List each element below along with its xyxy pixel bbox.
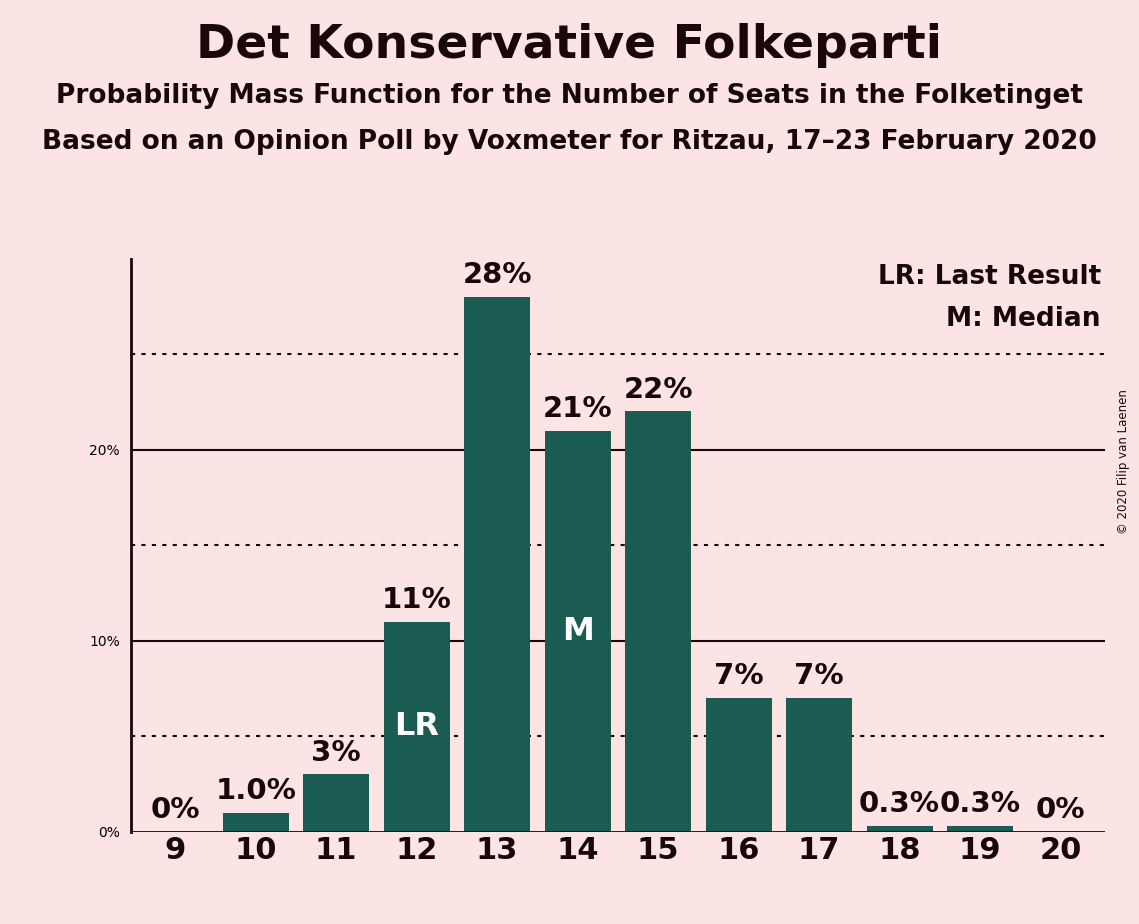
Text: 7%: 7%	[794, 663, 844, 690]
Text: Probability Mass Function for the Number of Seats in the Folketinget: Probability Mass Function for the Number…	[56, 83, 1083, 109]
Text: 1.0%: 1.0%	[215, 777, 296, 805]
Bar	[544, 431, 611, 832]
Text: Based on an Opinion Poll by Voxmeter for Ritzau, 17–23 February 2020: Based on an Opinion Poll by Voxmeter for…	[42, 129, 1097, 155]
Text: LR: LR	[394, 711, 440, 742]
Text: Det Konservative Folkeparti: Det Konservative Folkeparti	[197, 23, 942, 68]
Bar	[948, 826, 1013, 832]
Text: 11%: 11%	[382, 586, 451, 614]
Bar	[303, 774, 369, 832]
Text: LR: Last Result: LR: Last Result	[877, 264, 1100, 290]
Bar	[867, 826, 933, 832]
Text: 21%: 21%	[543, 395, 613, 423]
Text: 3%: 3%	[311, 738, 361, 767]
Bar	[625, 411, 691, 832]
Text: 0.3%: 0.3%	[859, 790, 940, 819]
Text: 0%: 0%	[150, 796, 200, 824]
Text: M: Median: M: Median	[947, 307, 1100, 333]
Bar	[786, 698, 852, 832]
Text: 7%: 7%	[714, 663, 763, 690]
Bar	[384, 622, 450, 832]
Bar	[223, 812, 288, 832]
Text: 0%: 0%	[1035, 796, 1085, 824]
Text: © 2020 Filip van Laenen: © 2020 Filip van Laenen	[1117, 390, 1130, 534]
Text: 28%: 28%	[462, 261, 532, 289]
Bar	[465, 297, 530, 832]
Text: 0.3%: 0.3%	[940, 790, 1021, 819]
Bar	[706, 698, 771, 832]
Text: 22%: 22%	[623, 376, 693, 404]
Text: M: M	[562, 615, 593, 647]
